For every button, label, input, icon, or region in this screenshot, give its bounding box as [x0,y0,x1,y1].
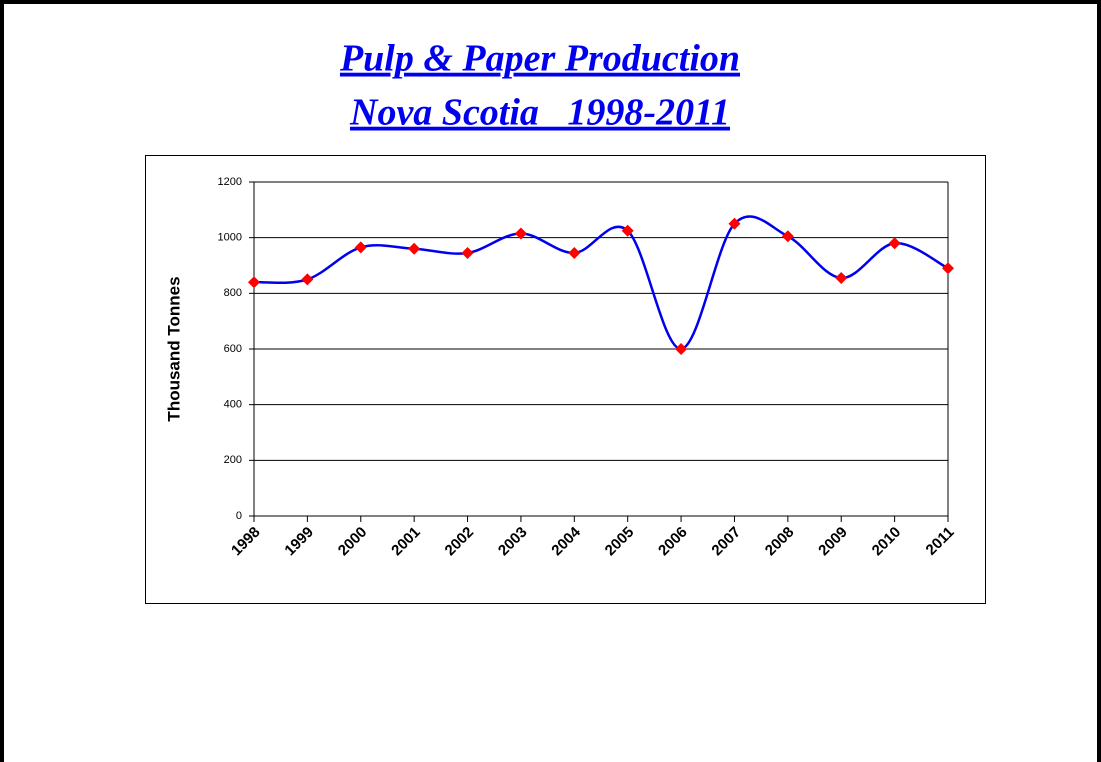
data-marker [354,241,367,254]
y-axis-label: Thousand Tonnes [164,276,183,421]
y-tick-label: 800 [224,287,242,299]
data-marker [621,224,634,237]
y-tick-label: 1000 [218,232,242,244]
data-marker [942,262,954,275]
y-tick-label: 1200 [218,176,242,188]
data-marker [675,343,688,355]
data-marker [781,230,794,243]
data-marker [568,246,581,259]
y-tick-label: 200 [224,454,242,466]
data-marker [835,272,848,285]
y-tick-label: 0 [236,510,242,522]
data-marker [888,237,901,250]
data-marker [514,227,527,240]
data-marker [728,217,741,230]
data-marker [248,276,260,289]
data-marker [301,273,314,286]
y-tick-label: 600 [224,343,242,355]
chart-title: Pulp & Paper Production [339,38,740,80]
data-marker [408,242,421,255]
chart-subtitle: Nova Scotia 1998-2011 [349,92,730,134]
chart-box [145,155,986,604]
data-marker [461,246,474,259]
y-tick-label: 400 [224,399,242,411]
